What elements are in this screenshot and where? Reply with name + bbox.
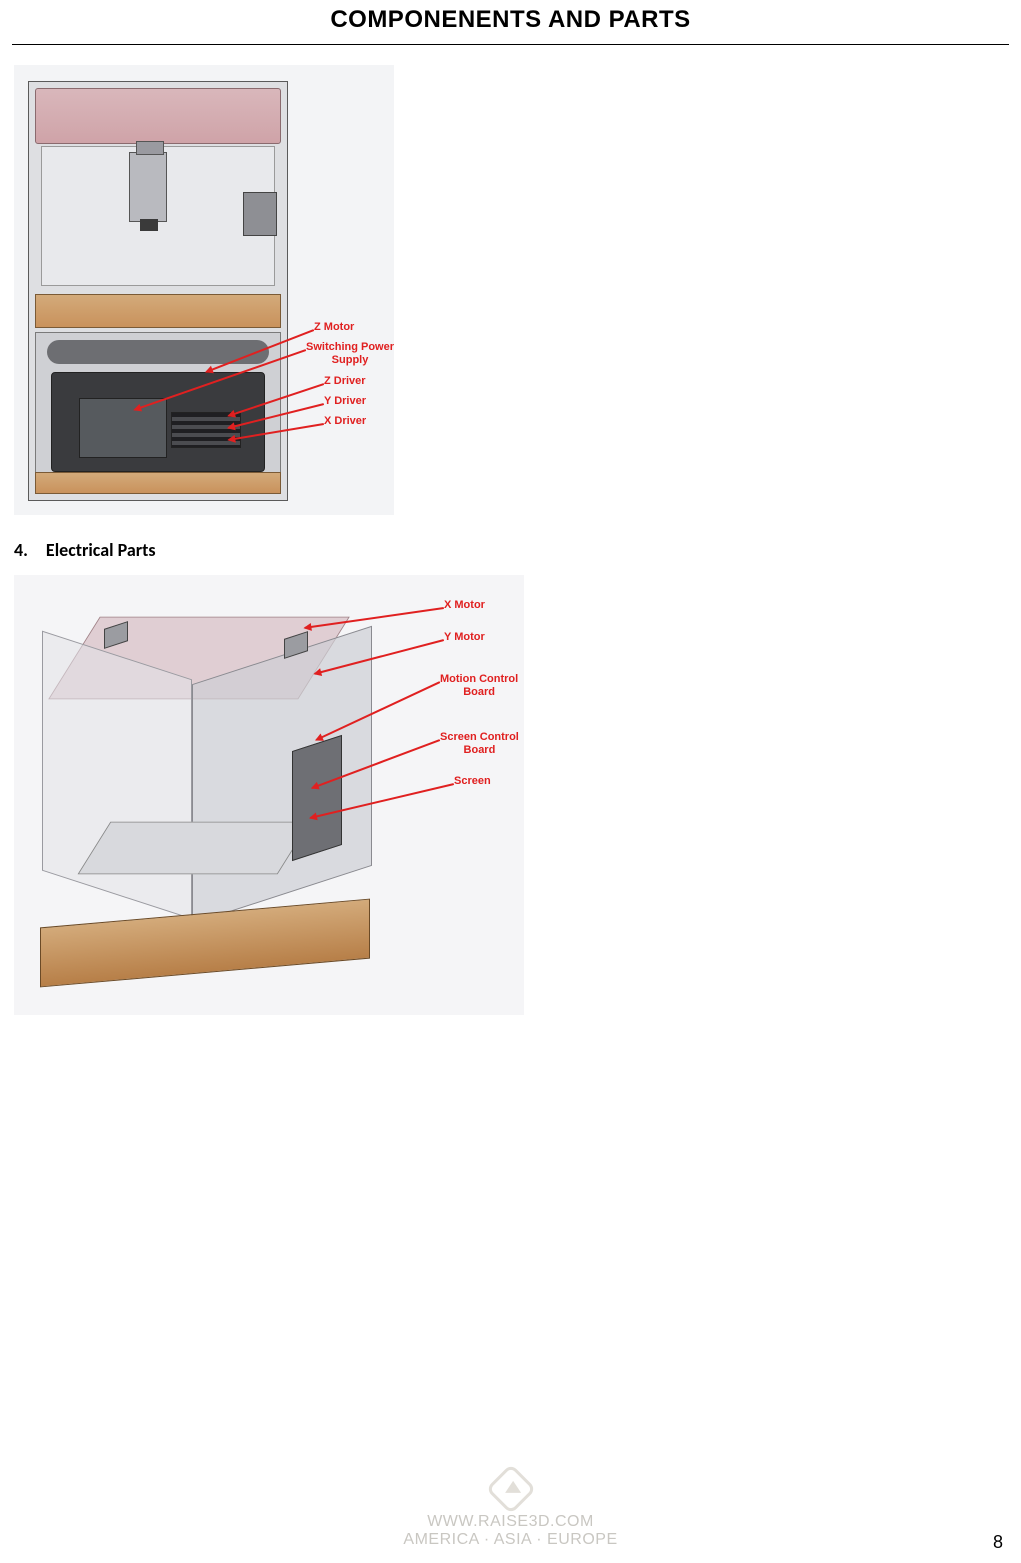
fig2-model — [34, 593, 404, 993]
callout-label: Y Motor — [444, 631, 485, 644]
callout-label: Screen Control Board — [440, 731, 519, 756]
fig1-driver-stack — [171, 412, 241, 448]
callout-label: Screen — [454, 775, 491, 788]
fig1-power-supply — [79, 398, 167, 458]
fig1-extruder — [129, 152, 167, 222]
callout-label: Z Driver — [324, 375, 366, 388]
fig2-electronics-panel — [292, 735, 342, 861]
callout-label: X Driver — [324, 415, 366, 428]
figure-printer-isometric: X Motor Y Motor Motion Control Board Screen… — [14, 575, 524, 1015]
fig1-z-plate — [47, 340, 269, 364]
brand-logo-icon — [485, 1464, 536, 1515]
fig1-wood-panel-upper — [35, 294, 281, 328]
fig2-print-bed — [78, 822, 311, 875]
section-heading-electrical-parts: 4. Electrical Parts — [14, 539, 1007, 561]
callout-label: Motion Control Board — [440, 673, 518, 698]
footer-regions: AMERICA · ASIA · EUROPE — [0, 1531, 1021, 1549]
page-content: Z Motor Switching Power Supply Z Driver Y D… — [0, 65, 1021, 1015]
callout-label: Z Motor — [314, 321, 354, 334]
fig1-touchscreen — [243, 192, 277, 236]
page-title: COMPONENENTS AND PARTS — [0, 0, 1021, 44]
fig1-enclosure — [28, 81, 288, 501]
figure-printer-base-front: Z Motor Switching Power Supply Z Driver Y D… — [14, 65, 394, 515]
fig1-wood-panel-lower — [35, 472, 281, 494]
callout-label: Switching Power Supply — [306, 341, 394, 366]
callout-label: X Motor — [444, 599, 485, 612]
fig1-top-cover — [35, 88, 281, 144]
fig2-left-acrylic — [42, 631, 192, 920]
title-rule — [12, 44, 1009, 45]
footer-url: WWW.RAISE3D.COM — [0, 1513, 1021, 1531]
callout-label: Y Driver — [324, 395, 366, 408]
page-footer: WWW.RAISE3D.COM AMERICA · ASIA · EUROPE — [0, 1471, 1021, 1549]
page-number: 8 — [993, 1532, 1003, 1553]
